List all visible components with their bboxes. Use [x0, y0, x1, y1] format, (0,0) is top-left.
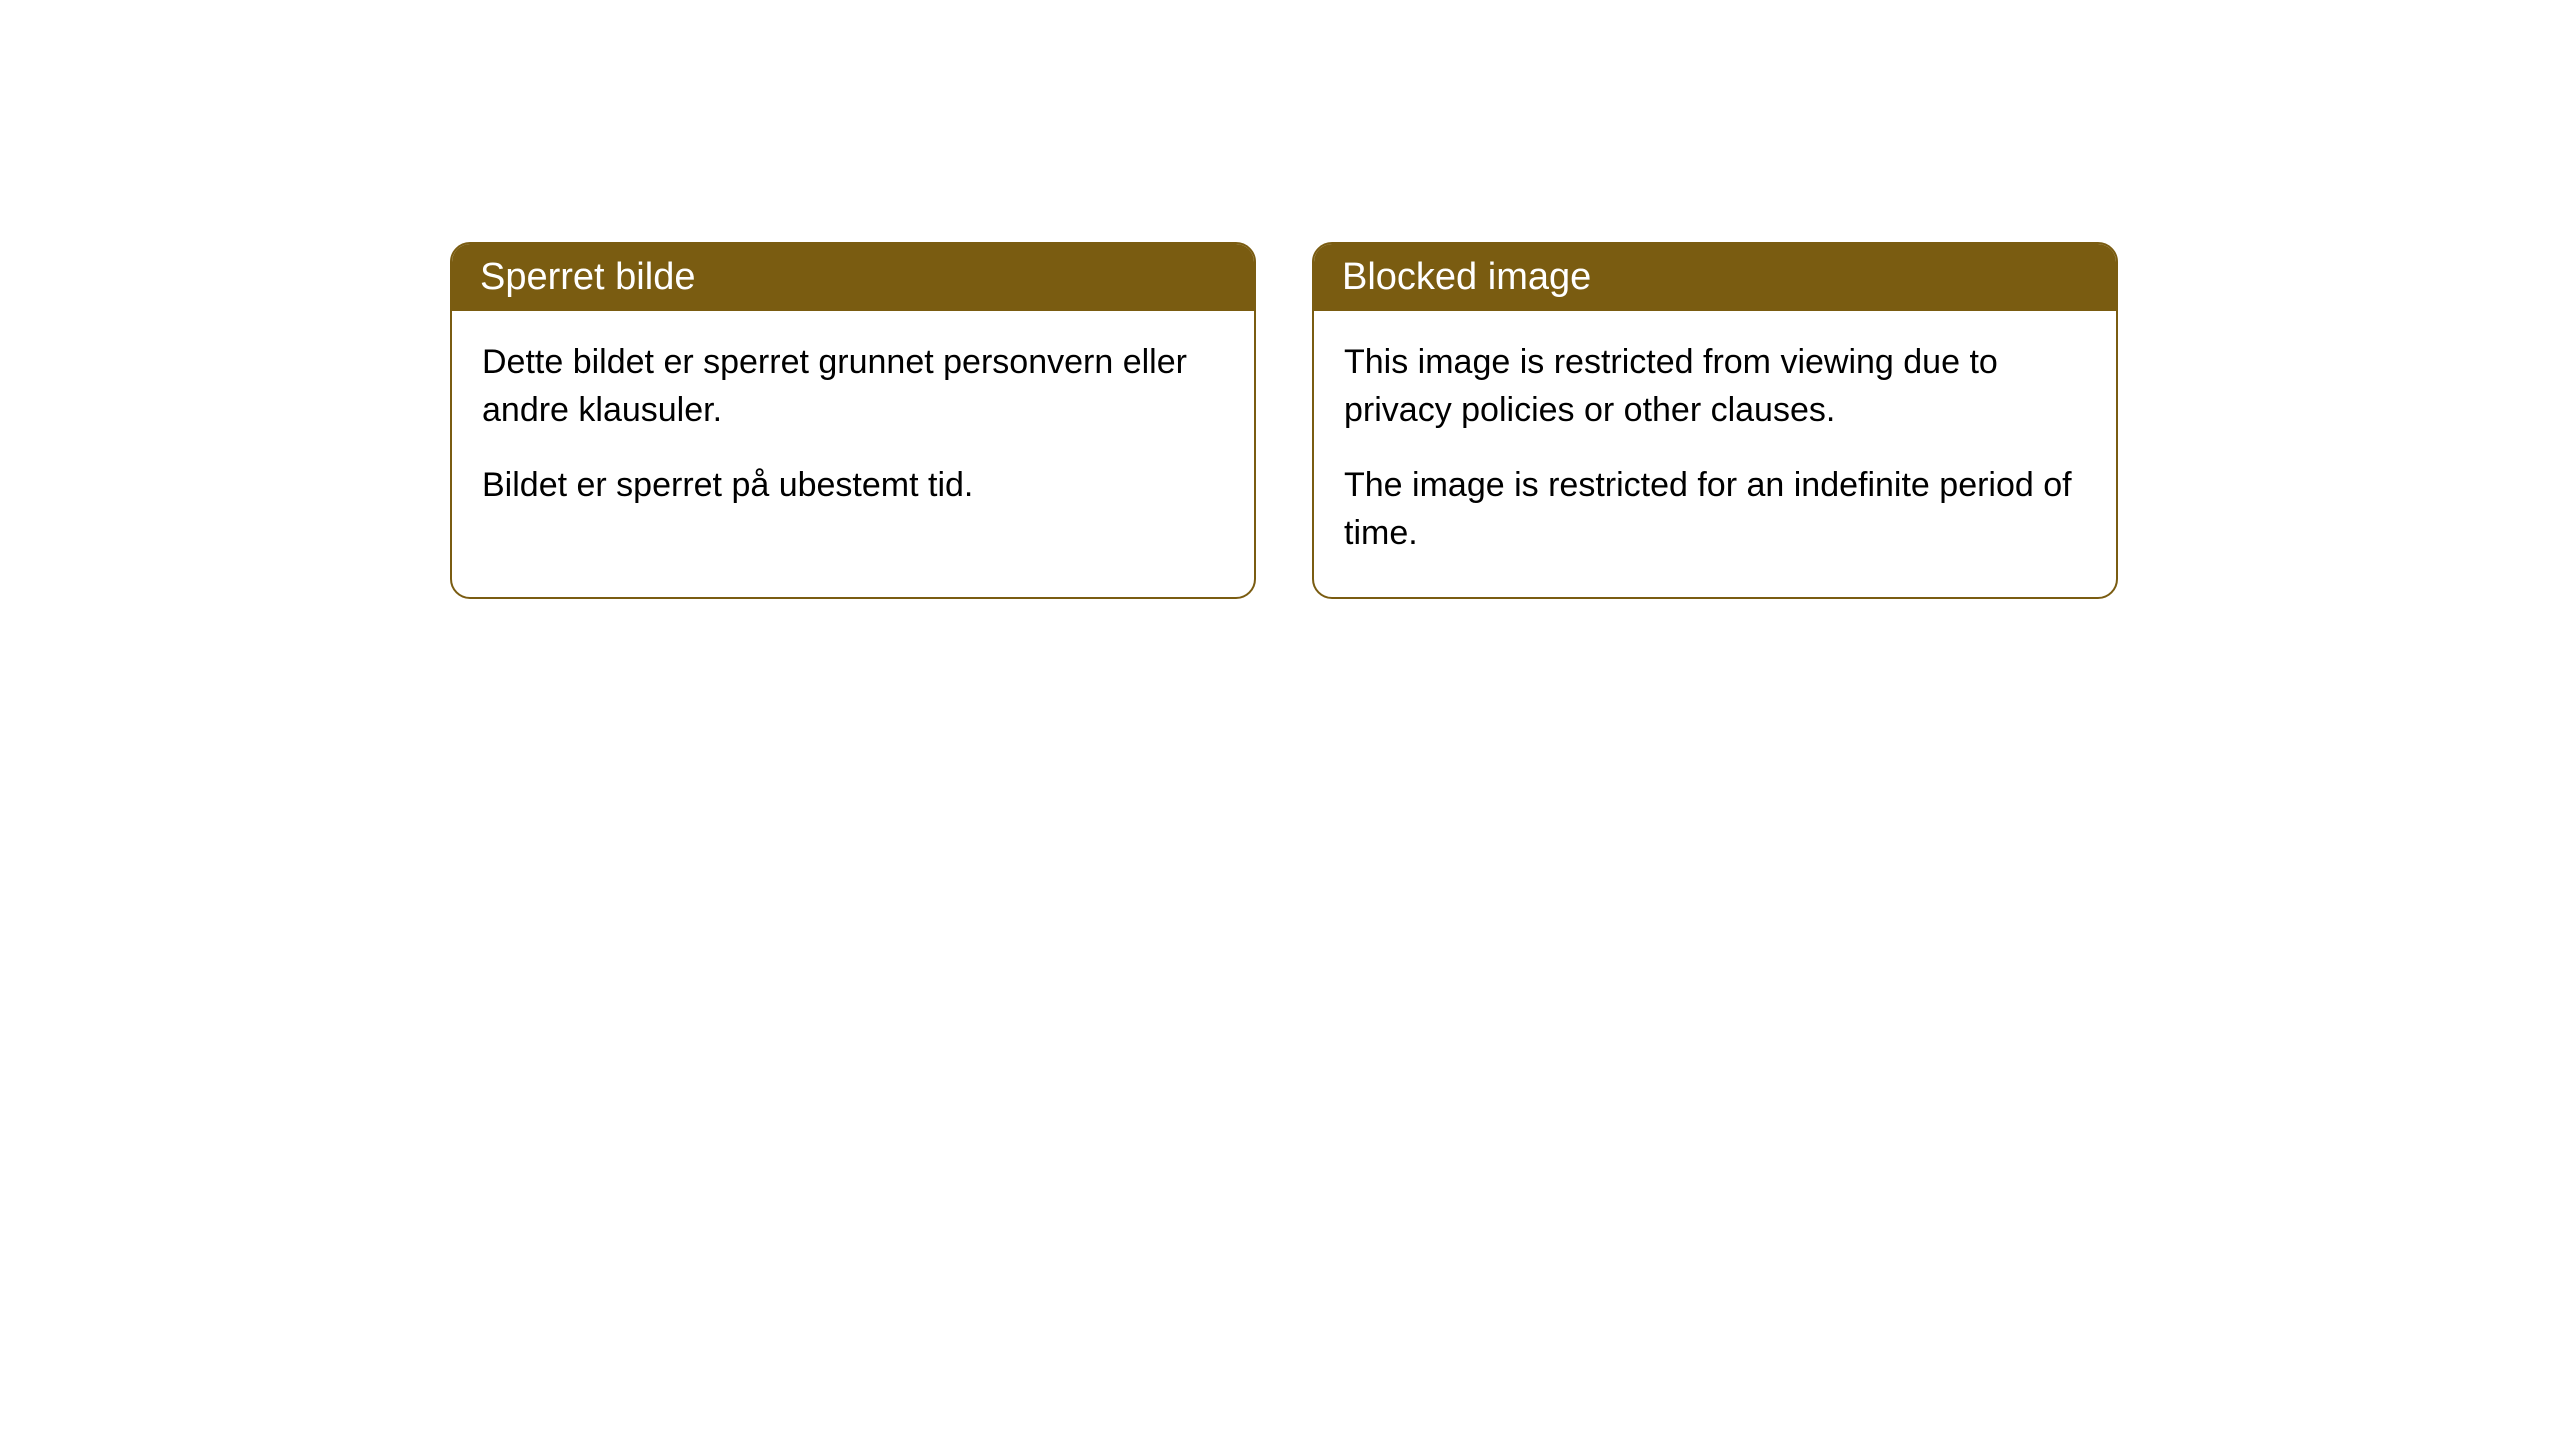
card-title: Sperret bilde: [480, 256, 695, 298]
notice-card-norwegian: Sperret bilde Dette bildet er sperret gr…: [450, 242, 1256, 599]
notice-cards-container: Sperret bilde Dette bildet er sperret gr…: [450, 242, 2118, 599]
notice-card-english: Blocked image This image is restricted f…: [1312, 242, 2118, 599]
card-body-english: This image is restricted from viewing du…: [1314, 311, 2116, 597]
card-paragraph: The image is restricted for an indefinit…: [1344, 462, 2086, 557]
card-paragraph: This image is restricted from viewing du…: [1344, 339, 2086, 434]
card-title: Blocked image: [1342, 256, 1591, 298]
card-header-norwegian: Sperret bilde: [452, 244, 1254, 311]
card-body-norwegian: Dette bildet er sperret grunnet personve…: [452, 311, 1254, 550]
card-header-english: Blocked image: [1314, 244, 2116, 311]
card-paragraph: Dette bildet er sperret grunnet personve…: [482, 339, 1224, 434]
card-paragraph: Bildet er sperret på ubestemt tid.: [482, 462, 1224, 510]
